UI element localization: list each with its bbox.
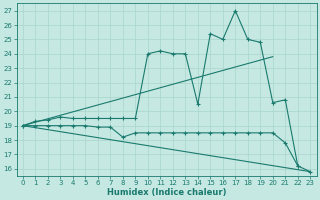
X-axis label: Humidex (Indice chaleur): Humidex (Indice chaleur): [107, 188, 226, 197]
